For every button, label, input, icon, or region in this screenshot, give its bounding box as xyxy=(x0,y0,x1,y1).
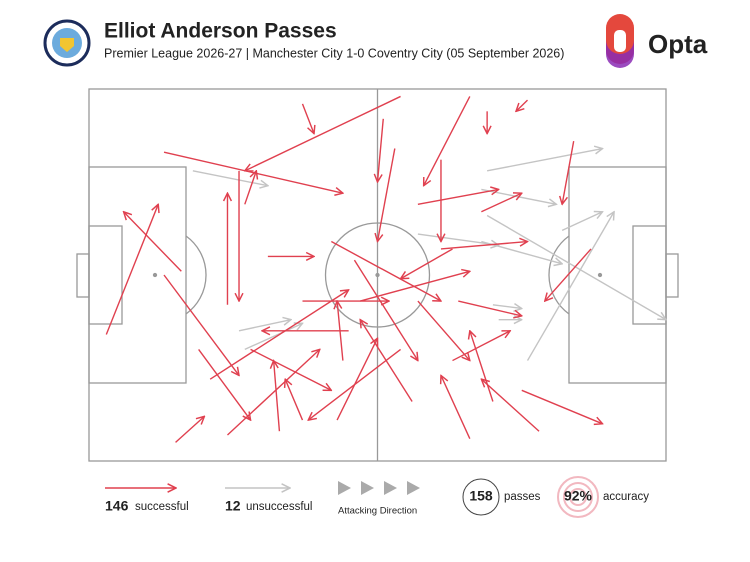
pass-arrow xyxy=(244,323,303,351)
accuracy-value: 92% xyxy=(564,488,593,504)
legend-label: unsuccessful xyxy=(246,501,312,513)
pass-arrow xyxy=(360,320,413,402)
passes-total: 158 xyxy=(469,488,493,504)
pass-arrow xyxy=(378,148,396,242)
pass-arrow xyxy=(209,290,348,380)
pass-arrow xyxy=(452,331,511,362)
pass-arrow xyxy=(285,379,304,421)
pass-arrow xyxy=(424,96,471,185)
brand: Opta xyxy=(648,29,708,59)
pass-arrow xyxy=(441,375,471,439)
legend-count: 12 xyxy=(225,498,241,514)
pass-arrow xyxy=(486,214,666,319)
club-badge xyxy=(43,19,91,67)
pass-arrow xyxy=(470,331,494,402)
direction-arrows xyxy=(338,481,420,495)
accuracy-rings xyxy=(557,476,599,518)
pass-arrow xyxy=(458,300,521,316)
pass-arrow xyxy=(336,338,377,421)
passes xyxy=(105,95,666,443)
pass-arrow xyxy=(331,240,441,302)
legend-label: successful xyxy=(135,501,189,513)
passes-label: passes xyxy=(504,491,541,503)
pass-arrow xyxy=(481,188,556,204)
pass-arrow xyxy=(244,171,257,205)
pass-arrow xyxy=(198,348,251,420)
pass-arrow xyxy=(545,248,592,301)
brand-logo: Opta xyxy=(606,14,708,68)
pass-arrow xyxy=(486,149,602,172)
pass-arrow xyxy=(481,379,540,432)
pass-arrow xyxy=(417,233,499,245)
direction-label: Attacking Direction xyxy=(338,506,417,517)
pass-arrow xyxy=(274,361,281,432)
pass-arrow xyxy=(401,248,453,279)
pass-arrow xyxy=(105,204,158,335)
pass-arrow xyxy=(562,140,575,204)
subtitle: Premier League 2026-27 | Manchester City… xyxy=(104,46,564,60)
pass-arrow xyxy=(521,389,603,423)
pass-arrow xyxy=(250,348,332,390)
pass-arrow xyxy=(163,151,343,193)
pass-arrow xyxy=(163,274,239,375)
passes-circle xyxy=(462,478,500,516)
pass-arrow xyxy=(124,212,182,272)
pass-arrow xyxy=(337,301,344,361)
legend-count: 146 xyxy=(105,498,129,514)
accuracy-label: accuracy xyxy=(603,491,649,503)
pass-arrow xyxy=(192,170,268,186)
pass-arrow xyxy=(245,95,401,170)
pass-arrow xyxy=(440,242,528,250)
pitch xyxy=(76,88,679,462)
pass-arrow xyxy=(417,189,499,206)
pass-arrow xyxy=(481,193,521,213)
pass-arrow xyxy=(175,416,205,443)
pass-arrow xyxy=(526,212,615,361)
pass-arrow xyxy=(492,305,522,309)
pass-arrow xyxy=(561,212,602,231)
pass-arrow xyxy=(301,103,314,134)
title: Elliot Anderson Passes xyxy=(104,20,337,43)
pass-arrow xyxy=(516,99,529,111)
pass-arrow xyxy=(378,118,384,182)
pass-arrow xyxy=(238,320,291,332)
pass-arrow xyxy=(353,259,417,360)
pass-arrow xyxy=(417,300,470,361)
